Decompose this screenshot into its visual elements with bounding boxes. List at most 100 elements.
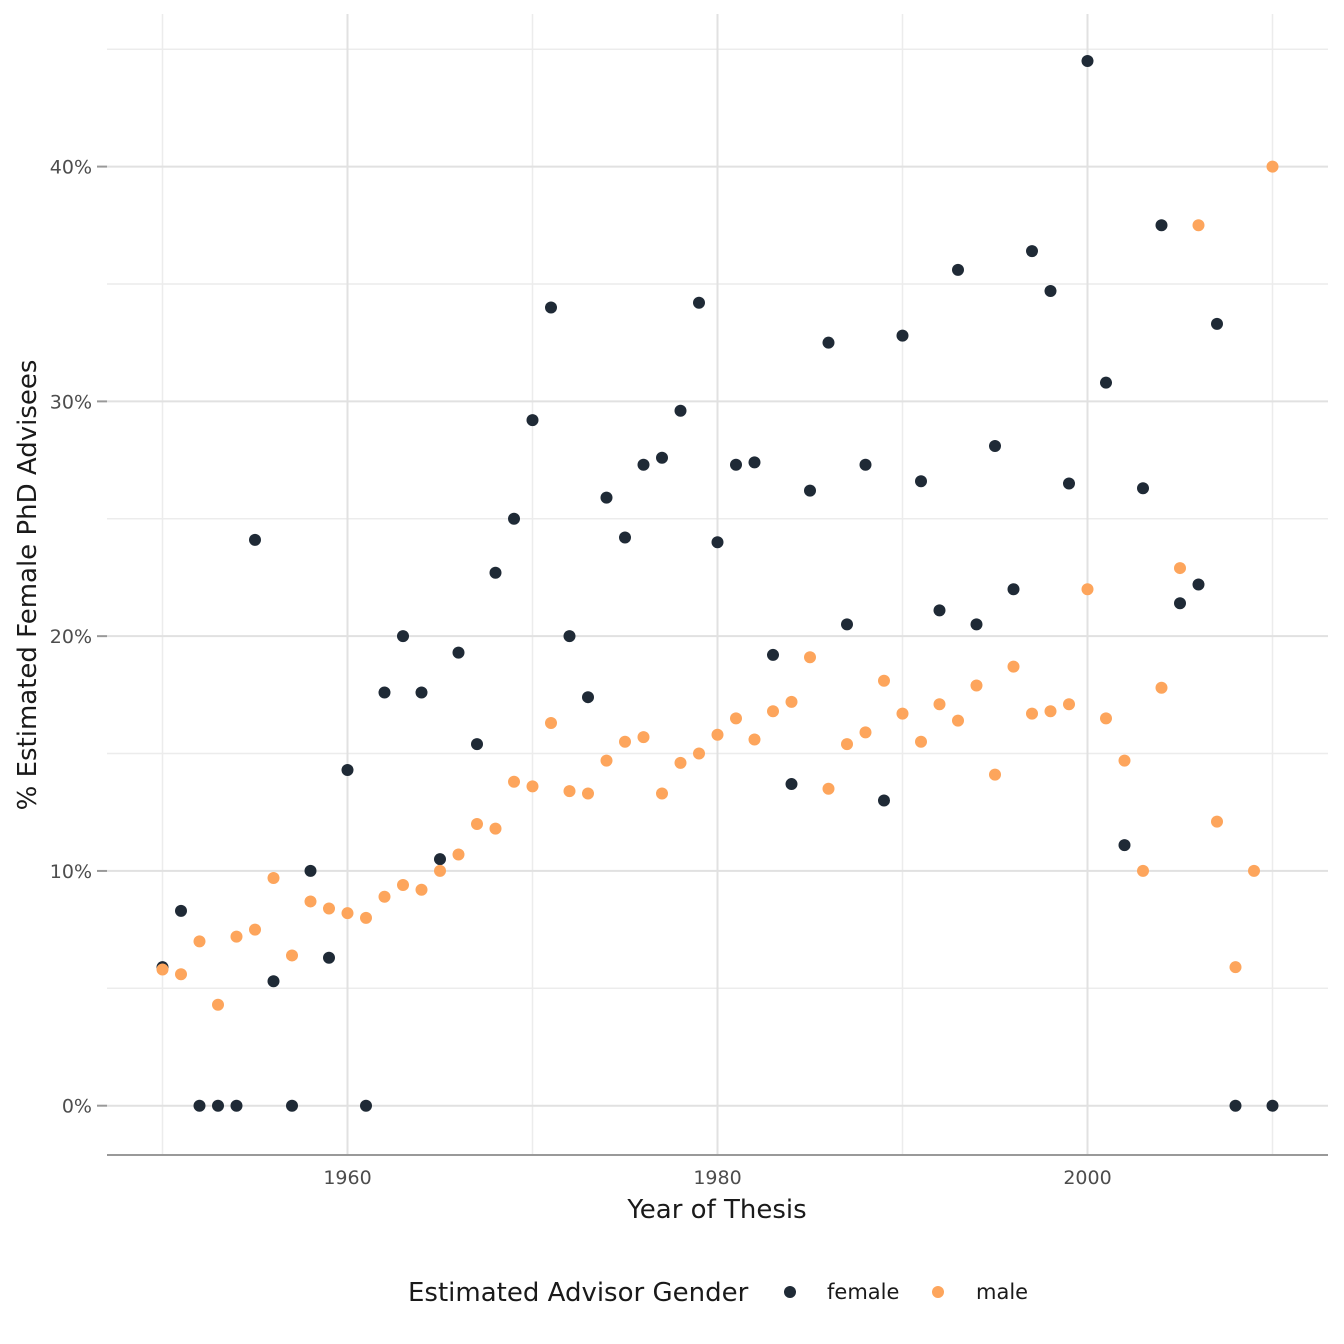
point-male bbox=[471, 817, 483, 830]
point-female bbox=[526, 414, 539, 427]
legend-key-female bbox=[784, 1286, 796, 1298]
point-female bbox=[434, 853, 446, 866]
point-female bbox=[674, 404, 687, 417]
x-tick-label: 1960 bbox=[323, 1167, 371, 1189]
point-male bbox=[1137, 864, 1149, 877]
point-male bbox=[489, 822, 502, 835]
point-female bbox=[600, 491, 613, 504]
data-points bbox=[156, 54, 1279, 1112]
point-male bbox=[1026, 707, 1038, 720]
point-female bbox=[341, 763, 354, 776]
legend-key-male bbox=[932, 1286, 944, 1298]
point-male bbox=[1081, 583, 1094, 596]
point-male bbox=[822, 782, 835, 795]
point-male bbox=[526, 780, 539, 793]
point-female bbox=[878, 794, 890, 807]
point-female bbox=[545, 301, 557, 314]
point-male bbox=[970, 679, 983, 692]
series-male bbox=[156, 160, 1279, 1011]
point-female bbox=[1063, 477, 1075, 490]
point-male bbox=[1007, 660, 1020, 673]
point-male bbox=[915, 735, 927, 748]
point-female bbox=[748, 456, 761, 469]
legend-title: Estimated Advisor Gender bbox=[408, 1278, 749, 1308]
point-male bbox=[193, 935, 206, 948]
point-male bbox=[230, 930, 243, 943]
y-tick-label: 40% bbox=[50, 157, 92, 179]
point-female bbox=[970, 618, 983, 631]
point-female bbox=[859, 458, 872, 471]
point-female bbox=[1118, 839, 1131, 852]
point-male bbox=[878, 674, 890, 687]
point-male bbox=[286, 949, 298, 962]
point-male bbox=[1155, 681, 1168, 694]
point-female bbox=[915, 475, 927, 488]
point-female bbox=[1007, 583, 1020, 596]
point-male bbox=[693, 747, 705, 760]
point-male bbox=[249, 923, 261, 936]
point-female bbox=[230, 1099, 243, 1112]
point-female bbox=[175, 904, 187, 917]
point-female bbox=[711, 536, 724, 549]
point-male bbox=[304, 895, 317, 908]
point-female bbox=[286, 1099, 298, 1112]
point-male bbox=[582, 787, 594, 800]
point-male bbox=[841, 738, 853, 751]
point-male bbox=[323, 902, 335, 915]
point-male bbox=[637, 731, 650, 744]
point-male bbox=[619, 735, 631, 748]
point-male bbox=[600, 754, 613, 767]
point-female bbox=[1266, 1099, 1279, 1112]
point-male bbox=[748, 733, 761, 746]
y-tick-label: 0% bbox=[62, 1096, 92, 1118]
point-female bbox=[249, 533, 261, 546]
point-male bbox=[1192, 219, 1205, 232]
point-female bbox=[637, 458, 650, 471]
point-female bbox=[989, 439, 1001, 452]
y-tick-label: 20% bbox=[50, 626, 92, 648]
y-axis-title: % Estimated Female PhD Advisees bbox=[13, 360, 43, 811]
point-female bbox=[193, 1099, 206, 1112]
point-female bbox=[693, 296, 705, 309]
point-female bbox=[323, 951, 335, 964]
point-female bbox=[1155, 219, 1168, 232]
x-tick-label: 1980 bbox=[693, 1167, 741, 1189]
point-female bbox=[508, 512, 520, 525]
legend-label-male: male bbox=[976, 1280, 1028, 1304]
point-male bbox=[415, 883, 428, 896]
y-axis-ticks: 0% 10% 20% 30% 40% bbox=[50, 157, 107, 1118]
x-axis-title: Year of Thesis bbox=[626, 1195, 806, 1225]
point-female bbox=[1100, 376, 1112, 389]
point-female bbox=[563, 630, 576, 643]
point-male bbox=[767, 705, 779, 718]
point-female bbox=[582, 691, 594, 704]
point-female bbox=[378, 686, 391, 699]
series-female bbox=[156, 54, 1279, 1112]
point-male bbox=[896, 707, 909, 720]
x-tick-label: 2000 bbox=[1063, 1167, 1111, 1189]
point-female bbox=[822, 336, 835, 349]
point-male bbox=[1266, 160, 1279, 173]
point-male bbox=[1118, 754, 1131, 767]
point-female bbox=[267, 975, 280, 988]
point-female bbox=[415, 686, 428, 699]
point-female bbox=[952, 263, 964, 276]
point-male bbox=[1044, 705, 1057, 718]
point-female bbox=[489, 566, 502, 579]
point-male bbox=[156, 963, 169, 976]
point-male bbox=[656, 787, 668, 800]
point-male bbox=[730, 712, 742, 725]
point-female bbox=[933, 604, 946, 617]
point-male bbox=[212, 998, 224, 1011]
point-female bbox=[656, 451, 668, 464]
point-male bbox=[933, 698, 946, 711]
point-female bbox=[619, 531, 631, 544]
point-female bbox=[1174, 597, 1186, 610]
y-tick-label: 10% bbox=[50, 861, 92, 883]
point-male bbox=[859, 726, 872, 739]
point-male bbox=[563, 785, 576, 798]
point-male bbox=[175, 968, 187, 981]
point-male bbox=[360, 911, 372, 924]
point-female bbox=[767, 648, 779, 661]
